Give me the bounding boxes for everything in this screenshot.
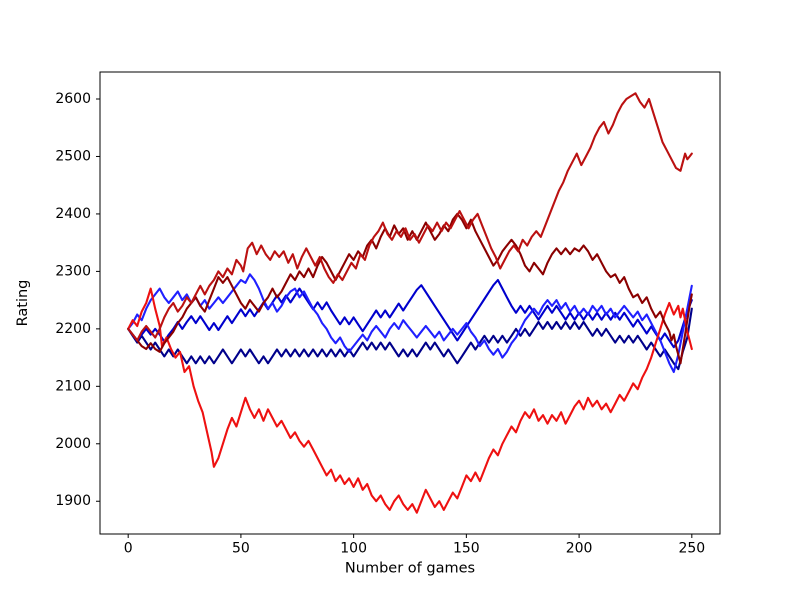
y-tick-label: 2000 [55, 436, 91, 452]
plot-border [99, 71, 721, 535]
x-axis-label: Number of games [345, 561, 475, 577]
y-tick-label: 1900 [55, 493, 91, 509]
series-line-red-bright-player [127, 287, 693, 514]
series-line-red-dark-player [127, 212, 693, 365]
y-tick-label: 2500 [55, 148, 91, 164]
x-tick-label: 150 [453, 541, 480, 557]
series-line-blue-navy-player [127, 307, 693, 371]
y-tick-label: 2100 [55, 378, 91, 394]
series-line-blue-medium-player [127, 278, 693, 349]
y-tick-label: 2300 [55, 263, 91, 279]
series-group [127, 92, 693, 514]
y-tick-label: 2600 [55, 91, 91, 107]
x-tick-label: 100 [340, 541, 367, 557]
y-axis-label: Rating [15, 280, 31, 327]
y-tick-label: 2200 [55, 321, 91, 337]
x-tick-label: 200 [566, 541, 593, 557]
x-tick-label: 0 [124, 541, 133, 557]
x-tick-label: 250 [678, 541, 705, 557]
y-tick-label: 2400 [55, 206, 91, 222]
series-line-red-medium-player [127, 92, 693, 342]
x-tick-label: 50 [232, 541, 250, 557]
ticks-group: 0 50 100 150 200 250 1900 2000 2100 2200 2300 2400 2… [55, 91, 705, 557]
series-line-blue-bright-player [127, 273, 693, 374]
